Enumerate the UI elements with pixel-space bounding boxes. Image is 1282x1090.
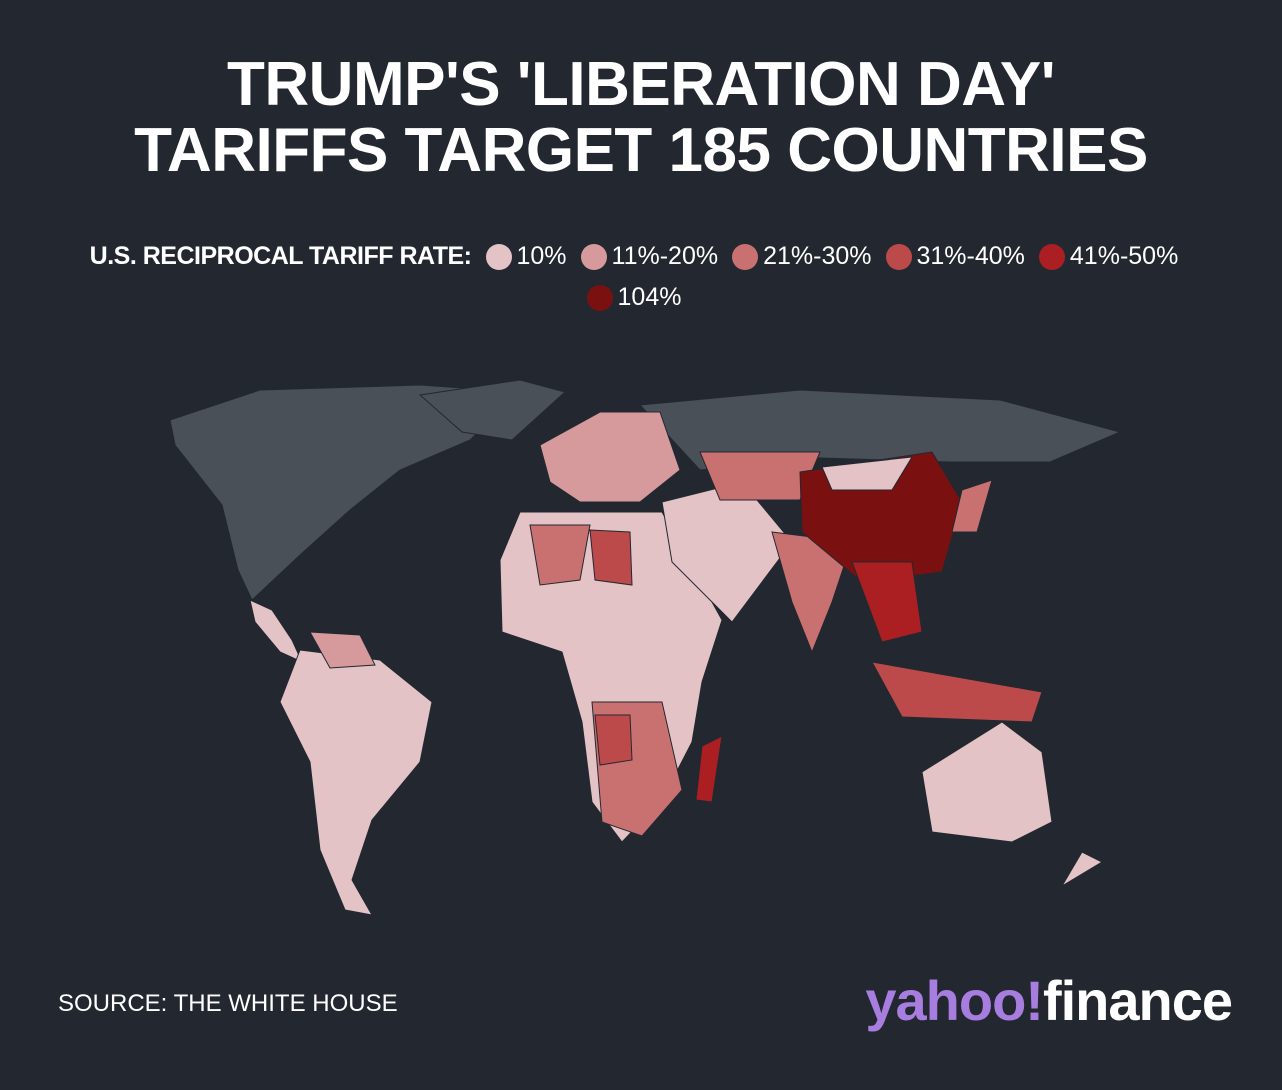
legend-text: 11%-20%: [611, 242, 719, 270]
world-map: [169, 379, 1122, 916]
legend-item: 10%: [485, 242, 567, 271]
logo-product: finance: [1042, 969, 1233, 1032]
legend-item: 41%-50%: [1038, 242, 1179, 271]
title-line: TRUMP'S 'LIBERATION DAY': [227, 50, 1055, 119]
legend-swatch: [485, 243, 512, 270]
region: [1061, 851, 1104, 887]
region: [921, 721, 1053, 843]
title: TRUMP'S 'LIBERATION DAY' TARIFFS TARGET …: [0, 52, 1282, 184]
legend-swatch: [586, 284, 613, 311]
region: [871, 661, 1043, 723]
legend-item: 104%: [586, 283, 682, 312]
legend-swatch: [885, 243, 912, 270]
region: [951, 479, 993, 533]
title-line: TARIFFS TARGET 185 COUNTRIES: [134, 116, 1148, 185]
legend-text: 104%: [617, 283, 682, 311]
legend-text: 41%-50%: [1069, 242, 1179, 270]
legend-swatch: [1038, 243, 1065, 270]
region: [695, 735, 723, 803]
region: [699, 451, 821, 501]
region: [821, 456, 913, 491]
legend-text: 21%-30%: [763, 242, 872, 270]
logo-brand: yahoo!: [865, 969, 1044, 1032]
region: [249, 599, 304, 664]
logo: yahoo!finance: [865, 968, 1233, 1033]
region: [594, 714, 633, 766]
region: [589, 529, 633, 586]
source: SOURCE: THE WHITE HOUSE: [58, 990, 398, 1017]
region: [539, 411, 681, 503]
legend: U.S. RECIPROCAL TARIFF RATE: 10% 11%-20% 2…: [60, 242, 1222, 312]
legend-item: 31%-40%: [885, 242, 1025, 271]
legend-text: 31%-40%: [916, 242, 1025, 270]
legend-item: 21%-30%: [732, 242, 872, 271]
region: [279, 649, 433, 916]
region: [529, 524, 591, 586]
legend-item: 11%-20%: [580, 242, 719, 271]
region: [169, 384, 522, 601]
region: [851, 561, 923, 643]
region: [309, 631, 376, 669]
legend-swatch: [580, 243, 607, 270]
legend-label: U.S. RECIPROCAL TARIFF RATE:: [89, 242, 472, 270]
region: [418, 379, 567, 441]
legend-swatch: [732, 243, 759, 270]
legend-text: 10%: [516, 242, 567, 270]
